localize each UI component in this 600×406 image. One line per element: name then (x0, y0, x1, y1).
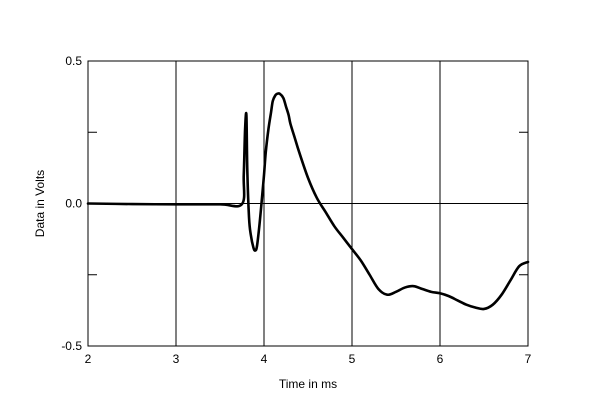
y-tick-label: 0.5 (65, 54, 82, 68)
signal-line (86, 92, 530, 311)
x-tick-label: 5 (349, 352, 356, 366)
x-tick-label: 7 (525, 352, 532, 366)
x-tick-label: 6 (437, 352, 444, 366)
x-tick-labels: 2 3 4 5 6 7 (85, 352, 532, 366)
x-tick-label: 2 (85, 352, 92, 366)
y-tick-label: -0.5 (61, 339, 82, 353)
x-tick-label: 4 (261, 352, 268, 366)
x-tick-label: 3 (173, 352, 180, 366)
y-axis-title: Data in Volts (33, 170, 47, 237)
axis-ticks (88, 131, 528, 276)
y-tick-label: 0.0 (65, 197, 82, 211)
y-tick-labels: -0.5 0.0 0.5 (61, 54, 82, 353)
x-axis-title: Time in ms (279, 377, 337, 391)
